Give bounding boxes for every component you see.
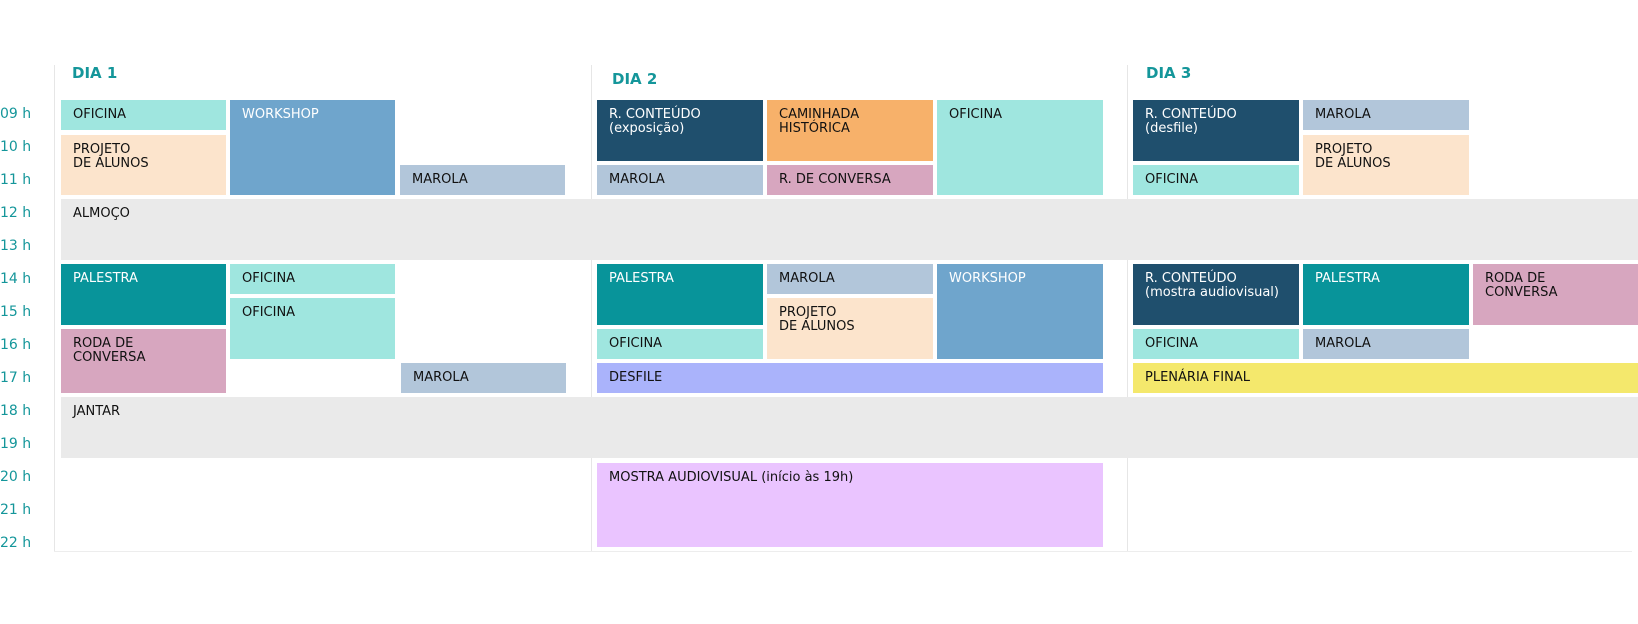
event-jantar[interactable]: JANTAR bbox=[61, 397, 1638, 458]
grid-line bbox=[1127, 65, 1128, 551]
event-palestra[interactable]: PALESTRA bbox=[597, 264, 763, 325]
event-oficina[interactable]: OFICINA bbox=[1133, 165, 1299, 195]
hour-label: 11 h bbox=[0, 172, 32, 188]
event-oficina[interactable]: OFICINA bbox=[1133, 329, 1299, 359]
grid-line bbox=[54, 551, 1632, 552]
event-marola[interactable]: MAROLA bbox=[1303, 329, 1469, 359]
event-almoco[interactable]: ALMOÇO bbox=[61, 199, 1638, 260]
hour-label: 18 h bbox=[0, 403, 32, 419]
event-projeto-alunos[interactable]: PROJETO DE ALUNOS bbox=[61, 135, 226, 195]
hour-label: 13 h bbox=[0, 238, 32, 254]
hour-label: 21 h bbox=[0, 502, 32, 518]
hour-label: 15 h bbox=[0, 304, 32, 320]
event-marola[interactable]: MAROLA bbox=[1303, 100, 1469, 130]
event-oficina[interactable]: OFICINA bbox=[937, 100, 1103, 195]
hour-label: 19 h bbox=[0, 436, 32, 452]
day-header: DIA 2 bbox=[612, 70, 658, 88]
event-conteudo[interactable]: R. CONTEÚDO (exposição) bbox=[597, 100, 763, 161]
hour-label: 09 h bbox=[0, 106, 32, 122]
grid-line bbox=[591, 65, 592, 551]
event-caminhada[interactable]: CAMINHADA HISTÓRICA bbox=[767, 100, 933, 161]
event-roda-conversa[interactable]: RODA DE CONVERSA bbox=[61, 329, 226, 393]
event-oficina[interactable]: OFICINA bbox=[597, 329, 763, 359]
event-palestra[interactable]: PALESTRA bbox=[1303, 264, 1469, 325]
event-oficina[interactable]: OFICINA bbox=[61, 100, 226, 130]
event-workshop[interactable]: WORKSHOP bbox=[230, 100, 395, 195]
day-header: DIA 3 bbox=[1146, 64, 1192, 82]
event-marola[interactable]: MAROLA bbox=[767, 264, 933, 294]
event-marola[interactable]: MAROLA bbox=[401, 363, 566, 393]
hour-label: 22 h bbox=[0, 535, 32, 551]
event-marola[interactable]: MAROLA bbox=[400, 165, 565, 195]
hour-label: 16 h bbox=[0, 337, 32, 353]
day-header: DIA 1 bbox=[72, 64, 118, 82]
event-oficina[interactable]: OFICINA bbox=[230, 298, 395, 359]
hour-label: 20 h bbox=[0, 469, 32, 485]
hour-label: 12 h bbox=[0, 205, 32, 221]
event-marola[interactable]: MAROLA bbox=[597, 165, 763, 195]
hour-label: 10 h bbox=[0, 139, 32, 155]
event-oficina[interactable]: OFICINA bbox=[230, 264, 395, 294]
hour-label: 14 h bbox=[0, 271, 32, 287]
event-projeto-alunos[interactable]: PROJETO DE ALUNOS bbox=[1303, 135, 1469, 195]
event-roda-conversa[interactable]: R. DE CONVERSA bbox=[767, 165, 933, 195]
event-desfile[interactable]: DESFILE bbox=[597, 363, 1103, 393]
event-roda-conversa[interactable]: RODA DE CONVERSA bbox=[1473, 264, 1638, 325]
event-workshop[interactable]: WORKSHOP bbox=[937, 264, 1103, 359]
hour-label: 17 h bbox=[0, 370, 32, 386]
event-projeto-alunos[interactable]: PROJETO DE ALUNOS bbox=[767, 298, 933, 359]
grid-line bbox=[54, 65, 55, 551]
event-mostra-audiovisual[interactable]: MOSTRA AUDIOVISUAL (início às 19h) bbox=[597, 463, 1103, 547]
event-conteudo[interactable]: R. CONTEÚDO (mostra audiovisual) bbox=[1133, 264, 1299, 325]
event-palestra[interactable]: PALESTRA bbox=[61, 264, 226, 325]
event-conteudo[interactable]: R. CONTEÚDO (desfile) bbox=[1133, 100, 1299, 161]
event-plenaria-final[interactable]: PLENÁRIA FINAL bbox=[1133, 363, 1638, 393]
